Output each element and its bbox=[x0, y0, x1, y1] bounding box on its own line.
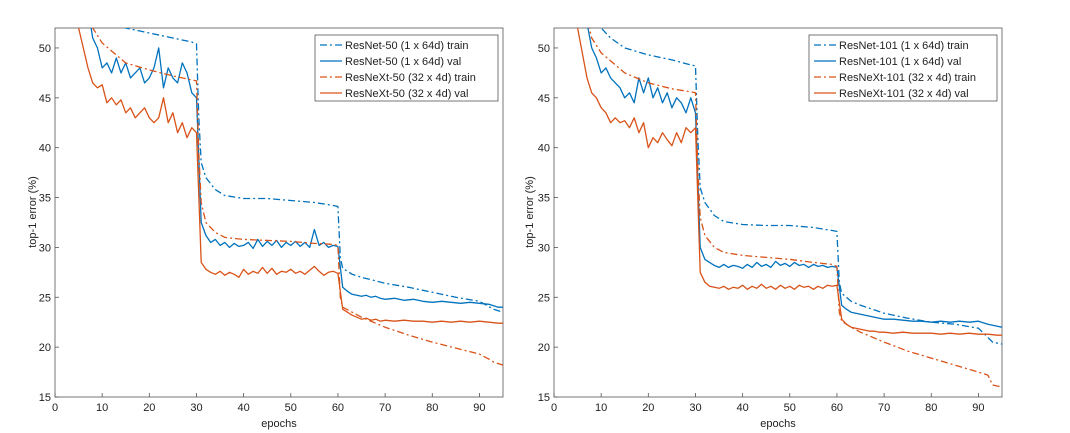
series-lines bbox=[77, 28, 503, 366]
series-line bbox=[92, 28, 503, 366]
legend-box bbox=[314, 34, 499, 102]
x-tick-label: 30 bbox=[190, 402, 202, 414]
y-tick-label: 25 bbox=[39, 292, 51, 304]
y-tick-label: 35 bbox=[538, 193, 550, 205]
x-tick-label: 10 bbox=[96, 402, 108, 414]
y-ticks: 15 20 25 30 35 40 45 50 bbox=[39, 43, 59, 404]
legend: ResNet-101 (1 x 64d) train ResNet-101 (1… bbox=[808, 34, 998, 102]
legend-label: ResNet-50 (1 x 64d) train bbox=[345, 40, 469, 52]
x-tick-label: 60 bbox=[332, 402, 344, 414]
series-line bbox=[123, 28, 503, 313]
x-axis-label: epochs bbox=[261, 418, 297, 430]
y-tick-label: 15 bbox=[538, 392, 550, 404]
y-ticks: 15 20 25 30 35 40 45 50 bbox=[538, 43, 558, 404]
x-ticks: 0 10 20 30 40 50 60 70 80 90 bbox=[551, 393, 985, 414]
x-tick-label: 20 bbox=[642, 402, 654, 414]
series-line bbox=[600, 28, 1002, 345]
x-tick-label: 10 bbox=[595, 402, 607, 414]
y-tick-label: 25 bbox=[538, 292, 550, 304]
x-tick-label: 30 bbox=[689, 402, 701, 414]
y-axis-label: top-1 error (%) bbox=[27, 176, 39, 248]
y-tick-label: 30 bbox=[538, 242, 550, 254]
legend: ResNet-50 (1 x 64d) train ResNet-50 (1 x… bbox=[314, 34, 499, 102]
y-tick-label: 20 bbox=[538, 342, 550, 354]
series-line bbox=[77, 28, 503, 324]
legend-label: ResNeXt-101 (32 x 4d) train bbox=[839, 72, 976, 84]
y-tick-label: 30 bbox=[39, 242, 51, 254]
x-tick-label: 70 bbox=[878, 402, 890, 414]
x-tick-label: 40 bbox=[238, 402, 250, 414]
series-lines bbox=[576, 28, 1002, 388]
legend-label: ResNeXt-50 (32 x 4d) train bbox=[345, 72, 476, 84]
y-tick-label: 15 bbox=[39, 392, 51, 404]
x-tick-label: 90 bbox=[473, 402, 485, 414]
x-tick-label: 80 bbox=[925, 402, 937, 414]
x-tick-label: 40 bbox=[737, 402, 749, 414]
x-tick-label: 90 bbox=[972, 402, 984, 414]
y-tick-label: 45 bbox=[538, 93, 550, 105]
y-tick-label: 45 bbox=[39, 93, 51, 105]
x-tick-label: 20 bbox=[143, 402, 155, 414]
x-tick-label: 70 bbox=[379, 402, 391, 414]
legend-box bbox=[808, 34, 998, 102]
y-tick-label: 50 bbox=[538, 43, 550, 55]
series-line bbox=[90, 28, 503, 308]
series-line bbox=[588, 28, 1002, 388]
x-axis-label: epochs bbox=[760, 418, 796, 430]
x-tick-label: 60 bbox=[831, 402, 843, 414]
y-tick-label: 20 bbox=[39, 342, 51, 354]
x-tick-label: 80 bbox=[426, 402, 438, 414]
series-line bbox=[576, 28, 1002, 336]
legend-label: ResNet-101 (1 x 64d) val bbox=[839, 56, 961, 68]
legend-label: ResNet-50 (1 x 64d) val bbox=[345, 56, 461, 68]
legend-label: ResNeXt-101 (32 x 4d) val bbox=[839, 88, 969, 100]
x-tick-label: 0 bbox=[551, 402, 557, 414]
legend-label: ResNet-101 (1 x 64d) train bbox=[839, 40, 969, 52]
y-tick-label: 40 bbox=[39, 143, 51, 155]
x-ticks: 0 10 20 30 40 50 60 70 80 90 bbox=[52, 393, 486, 414]
y-tick-label: 50 bbox=[39, 43, 51, 55]
right-chart: 0 10 20 30 40 50 60 70 80 90 15 20 25 30 35 40 45 50 epo… bbox=[524, 27, 1003, 430]
x-tick-label: 50 bbox=[285, 402, 297, 414]
series-line bbox=[587, 28, 1002, 328]
y-tick-label: 40 bbox=[538, 143, 550, 155]
y-axis-label: top-1 error (%) bbox=[524, 176, 536, 248]
x-tick-label: 0 bbox=[52, 402, 58, 414]
x-tick-label: 50 bbox=[784, 402, 796, 414]
left-chart: 0 10 20 30 40 50 60 70 80 90 15 20 25 30 35 40 45 50 epo… bbox=[27, 27, 504, 430]
legend-label: ResNeXt-50 (32 x 4d) val bbox=[345, 88, 469, 100]
y-tick-label: 35 bbox=[39, 193, 51, 205]
